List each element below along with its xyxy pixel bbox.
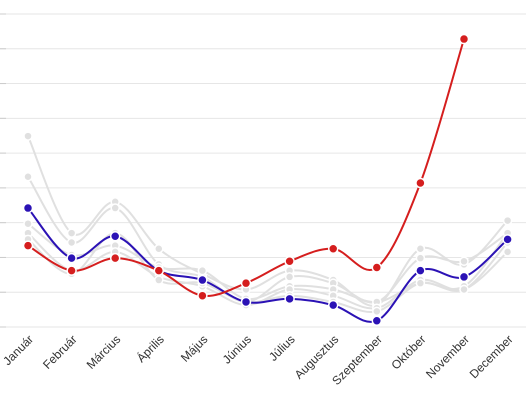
- x-tick-label: Július: [266, 332, 298, 364]
- data-point[interactable]: [371, 262, 383, 273]
- x-tick-label: December: [467, 332, 516, 381]
- data-point[interactable]: [22, 202, 34, 214]
- series-group: [22, 33, 513, 326]
- data-point[interactable]: [23, 131, 33, 141]
- series-1: [23, 131, 513, 310]
- data-point[interactable]: [502, 215, 513, 226]
- x-tick-label: November: [423, 332, 472, 381]
- data-point[interactable]: [459, 256, 469, 267]
- data-point[interactable]: [458, 271, 470, 283]
- data-point[interactable]: [66, 265, 77, 276]
- data-point[interactable]: [284, 293, 295, 305]
- series-line: [27, 175, 509, 304]
- x-axis-labels: Január Február Március Április Május Június Jú…: [0, 332, 515, 388]
- data-point[interactable]: [371, 315, 383, 326]
- data-point[interactable]: [23, 172, 33, 182]
- x-tick-label: Április: [133, 332, 167, 366]
- data-point[interactable]: [284, 256, 295, 267]
- series-line: [27, 38, 465, 297]
- x-tick-label: Május: [178, 332, 211, 365]
- x-tick-label: Június: [220, 332, 254, 366]
- series-7: [22, 33, 470, 301]
- grid-lines: [0, 13, 526, 328]
- data-point[interactable]: [415, 253, 426, 263]
- y-axis-ticks: [0, 13, 6, 328]
- data-point[interactable]: [197, 290, 208, 301]
- data-point[interactable]: [66, 228, 77, 238]
- data-point[interactable]: [502, 234, 513, 245]
- x-tick-label: Január: [0, 332, 36, 368]
- data-point[interactable]: [197, 274, 208, 286]
- series-line: [27, 135, 509, 307]
- data-point[interactable]: [22, 240, 34, 251]
- data-point[interactable]: [502, 247, 513, 257]
- series-line: [27, 207, 509, 323]
- data-point[interactable]: [66, 252, 77, 264]
- data-point[interactable]: [109, 252, 121, 264]
- data-point[interactable]: [110, 203, 120, 213]
- data-point[interactable]: [240, 277, 252, 289]
- data-point[interactable]: [415, 177, 426, 189]
- x-tick-label: Március: [84, 332, 124, 372]
- data-point[interactable]: [327, 243, 339, 254]
- data-point[interactable]: [415, 278, 426, 288]
- series-6: [22, 202, 513, 326]
- data-point[interactable]: [415, 244, 426, 254]
- data-point[interactable]: [23, 218, 33, 229]
- data-point[interactable]: [372, 306, 382, 317]
- data-point[interactable]: [459, 284, 469, 295]
- data-point[interactable]: [109, 230, 121, 242]
- data-point[interactable]: [154, 275, 164, 285]
- data-point[interactable]: [240, 296, 252, 308]
- data-point[interactable]: [284, 272, 295, 282]
- data-point[interactable]: [66, 237, 77, 248]
- data-point[interactable]: [327, 299, 339, 311]
- series-line: [27, 232, 509, 313]
- data-point[interactable]: [154, 244, 164, 254]
- data-point[interactable]: [415, 265, 426, 276]
- data-point[interactable]: [458, 33, 470, 45]
- data-point[interactable]: [197, 265, 208, 276]
- x-tick-label: Február: [40, 332, 80, 372]
- x-tick-label: Október: [388, 332, 428, 372]
- data-point[interactable]: [153, 265, 165, 276]
